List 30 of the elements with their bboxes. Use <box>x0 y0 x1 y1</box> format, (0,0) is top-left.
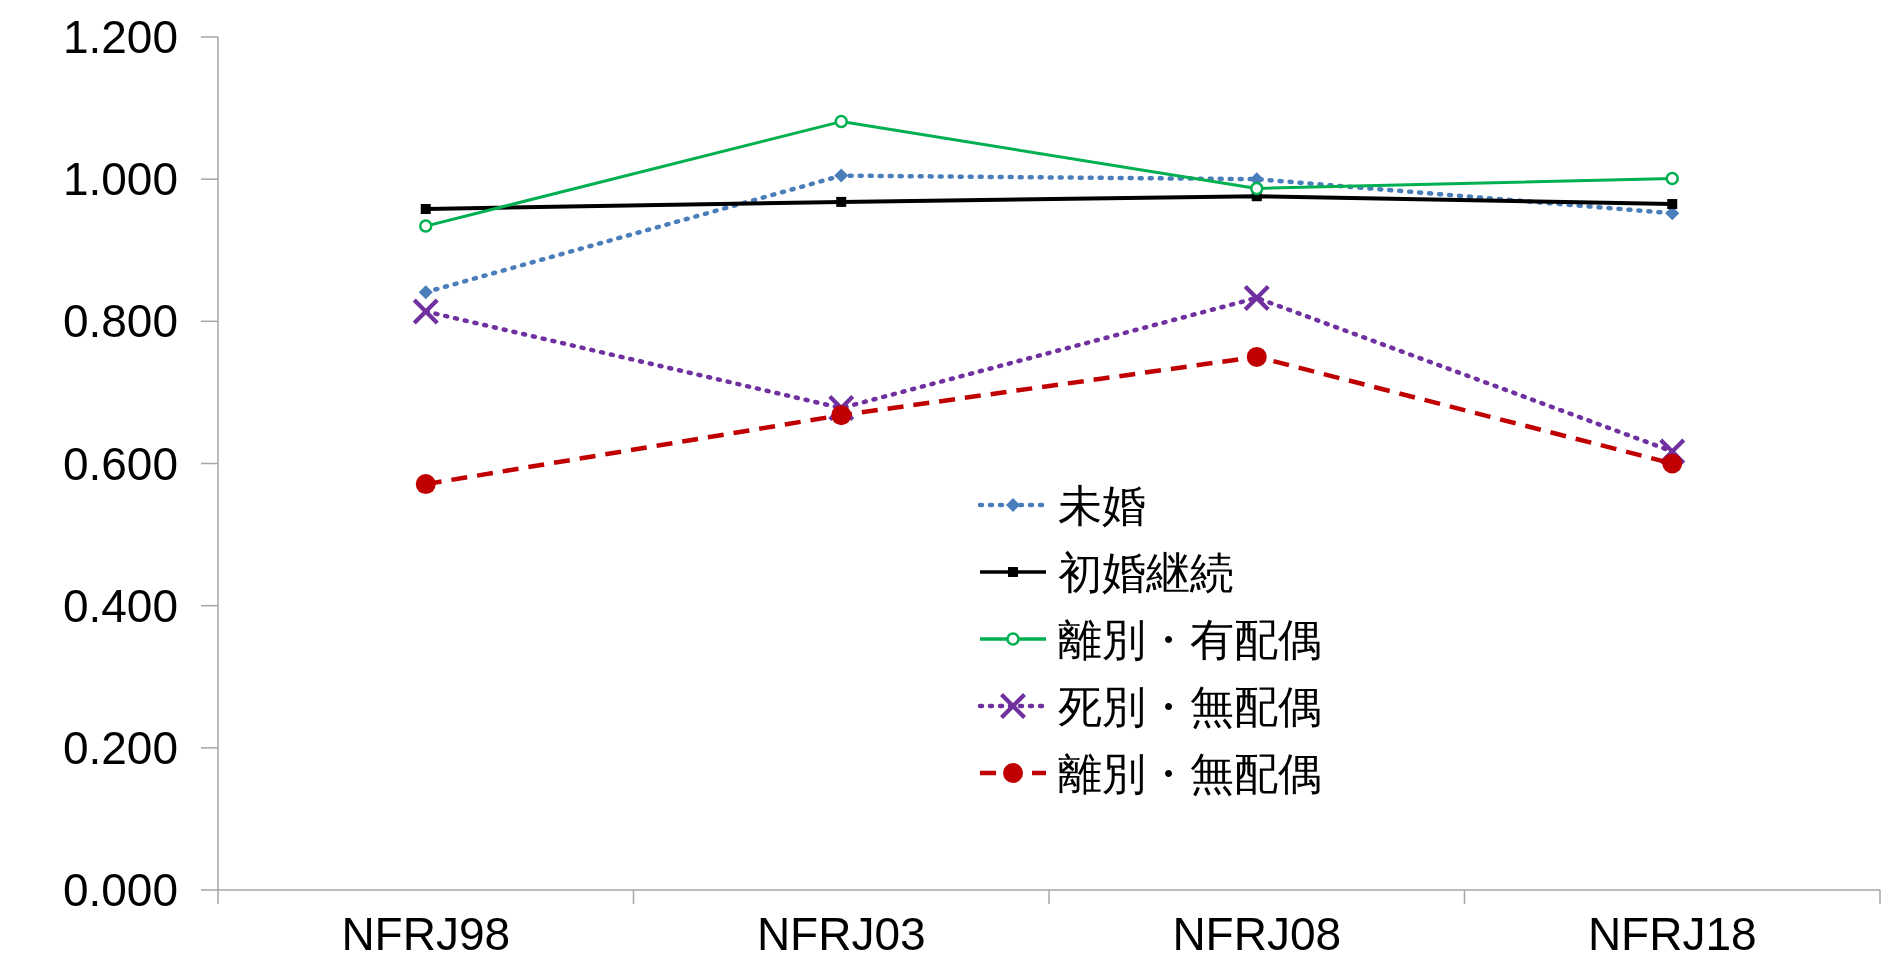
y-tick-label: 1.000 <box>62 153 178 206</box>
legend-label: 離別・有配偶 <box>1058 614 1322 664</box>
point <box>1665 171 1679 186</box>
x-tick-label: NFRJ08 <box>1172 908 1342 960</box>
point <box>1246 346 1267 367</box>
y-tick-label: 0.000 <box>62 864 178 916</box>
y-tick-label: 0.800 <box>62 295 178 348</box>
point <box>834 114 848 129</box>
point <box>1250 181 1264 196</box>
point <box>412 298 439 325</box>
point <box>836 196 847 207</box>
x-tick-label: NFRJ18 <box>1587 908 1757 960</box>
legend-label: 離別・無配偶 <box>1058 748 1322 798</box>
point <box>1662 453 1683 474</box>
x-tick-label: NFRJ98 <box>341 908 511 960</box>
y-tick-label: 0.200 <box>62 721 178 774</box>
legend-label: 未婚 <box>1058 480 1146 530</box>
legend-label: 初婚継続 <box>1058 547 1234 597</box>
legend-label: 死別・無配偶 <box>1058 681 1322 731</box>
point <box>834 168 849 183</box>
point <box>415 474 436 495</box>
point <box>1667 199 1678 210</box>
point <box>420 204 431 215</box>
x-tick-label: NFRJ03 <box>756 908 926 960</box>
y-tick-label: 0.400 <box>62 579 178 632</box>
y-tick-label: 1.200 <box>62 11 178 63</box>
point <box>418 285 433 300</box>
y-tick-label: 0.600 <box>62 437 178 490</box>
point <box>1243 284 1270 311</box>
point <box>419 219 433 233</box>
